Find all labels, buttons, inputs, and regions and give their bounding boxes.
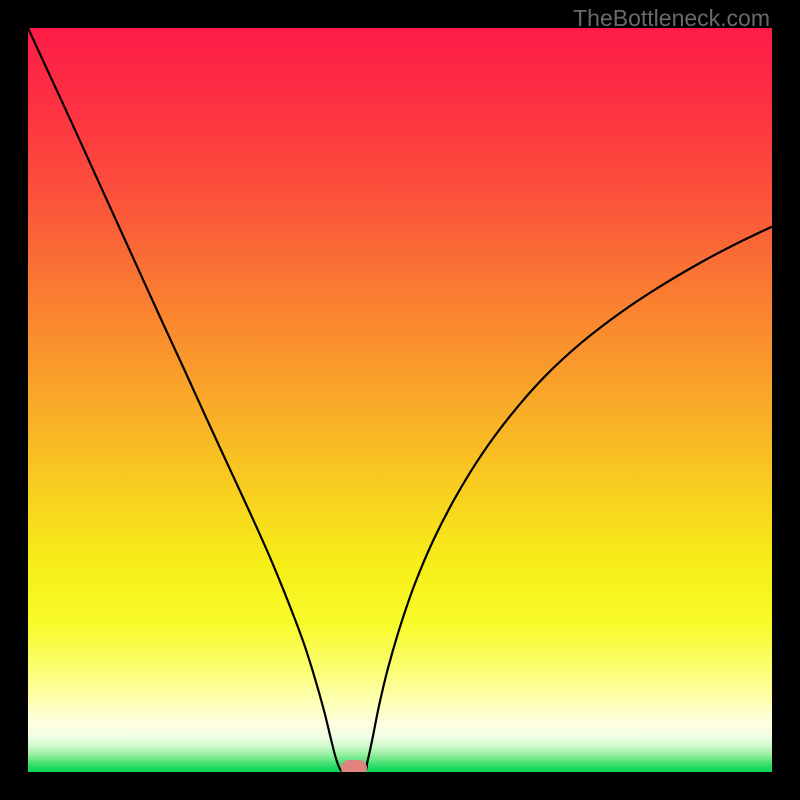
- plot-area: [28, 28, 772, 772]
- curve-path: [28, 28, 772, 771]
- bottleneck-curve: [28, 28, 772, 772]
- chart-frame: [0, 0, 800, 800]
- watermark-text: TheBottleneck.com: [573, 5, 770, 32]
- minimum-marker: [341, 760, 367, 772]
